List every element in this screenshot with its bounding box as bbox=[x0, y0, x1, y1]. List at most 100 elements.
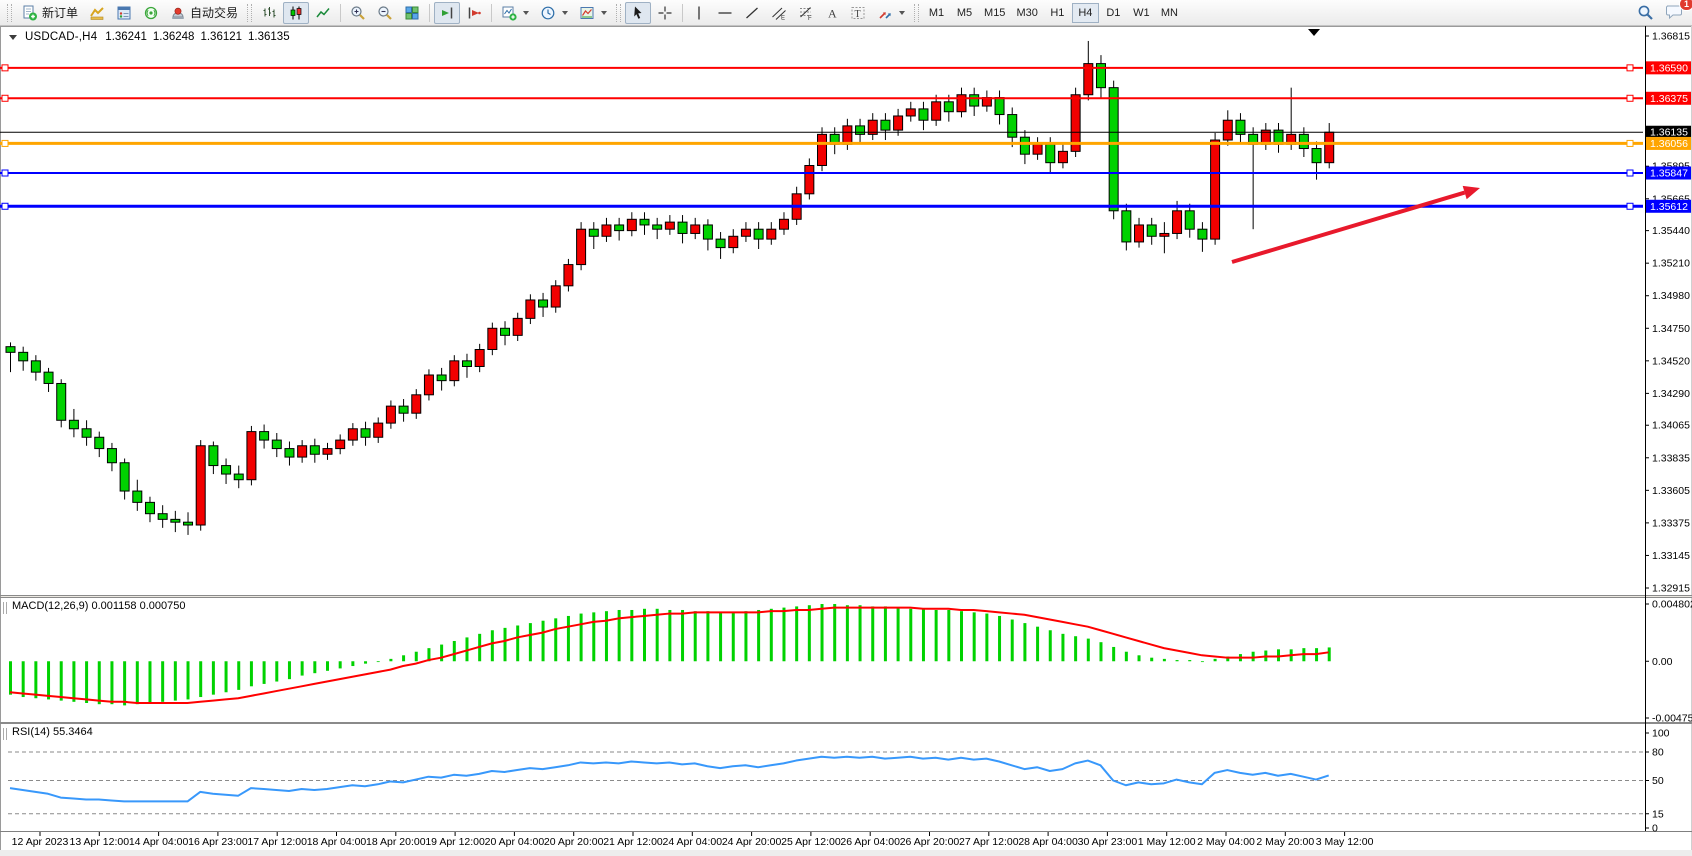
indicators-button[interactable] bbox=[496, 2, 534, 24]
channel-tool-button[interactable]: E bbox=[766, 2, 792, 24]
zoom-in-button[interactable] bbox=[345, 2, 371, 24]
candle-body bbox=[284, 448, 295, 458]
toolbar-grip[interactable] bbox=[616, 3, 622, 22]
line-anchor-marker[interactable] bbox=[1626, 94, 1634, 102]
auto-scroll-button[interactable] bbox=[434, 1, 461, 24]
candle bbox=[157, 505, 168, 528]
toolbar-grip[interactable] bbox=[914, 3, 920, 22]
bar-chart-mode-button[interactable] bbox=[256, 2, 282, 24]
macd-bar bbox=[237, 661, 241, 690]
timeframe-H4[interactable]: H4 bbox=[1071, 2, 1099, 23]
panel-separator[interactable] bbox=[1, 595, 1691, 598]
candle bbox=[778, 212, 789, 235]
candle bbox=[1007, 107, 1018, 148]
date-label: 21 Apr 12:00 bbox=[603, 836, 663, 848]
price-badge-label: 1.35612 bbox=[1650, 201, 1688, 213]
timeframe-M30[interactable]: M30 bbox=[1011, 3, 1042, 23]
search-icon bbox=[1638, 5, 1653, 20]
macd-bar bbox=[490, 630, 494, 662]
crosshair-button[interactable] bbox=[652, 2, 678, 24]
date-label: 2 May 04:00 bbox=[1197, 836, 1255, 848]
candle bbox=[170, 510, 181, 533]
search-button[interactable] bbox=[1632, 2, 1659, 24]
arrows-tool-button[interactable] bbox=[872, 2, 910, 24]
text-label-tool-button[interactable]: T bbox=[845, 2, 871, 24]
periods-button[interactable] bbox=[535, 2, 573, 24]
price-badge-label: 1.36590 bbox=[1650, 62, 1688, 74]
line-anchor-marker[interactable] bbox=[1626, 139, 1634, 147]
toolbar-grip[interactable] bbox=[7, 3, 12, 22]
timeframe-M15[interactable]: M15 bbox=[979, 3, 1010, 23]
macd-signal-line bbox=[9, 606, 1329, 704]
chart-shift-button[interactable] bbox=[461, 2, 487, 24]
data-window-button[interactable] bbox=[138, 2, 164, 24]
candle bbox=[601, 217, 612, 242]
price-tick-label: 1.36815 bbox=[1652, 31, 1690, 43]
line-anchor-marker[interactable] bbox=[1, 139, 9, 147]
timeframe-MN[interactable]: MN bbox=[1156, 3, 1183, 23]
macd-bar bbox=[287, 661, 291, 680]
line-anchor-marker[interactable] bbox=[1626, 64, 1634, 72]
candle bbox=[474, 343, 485, 373]
notifications-button[interactable]: 1 bbox=[1660, 0, 1692, 25]
candle-body bbox=[690, 224, 701, 234]
price-tick-label: 1.34520 bbox=[1652, 355, 1690, 367]
timeframe-D1[interactable]: D1 bbox=[1100, 3, 1127, 23]
macd-bar bbox=[1175, 660, 1179, 662]
macd-bar bbox=[820, 604, 824, 662]
line-anchor-marker[interactable] bbox=[1626, 202, 1634, 210]
timeframe-M5[interactable]: M5 bbox=[951, 3, 978, 23]
timeframe-W1[interactable]: W1 bbox=[1128, 3, 1155, 23]
candle-body bbox=[1134, 224, 1145, 243]
candle-body bbox=[931, 101, 942, 121]
macd-bar bbox=[465, 637, 469, 662]
candlestick-mode-button[interactable] bbox=[283, 1, 310, 24]
line-anchor-marker[interactable] bbox=[1, 64, 9, 72]
trend-arrow-annotation[interactable] bbox=[1231, 185, 1480, 264]
market-watch-button[interactable] bbox=[111, 2, 137, 24]
line-anchor-marker[interactable] bbox=[1626, 169, 1634, 177]
candle bbox=[5, 342, 16, 373]
candle bbox=[246, 425, 257, 486]
chart-title: USDCAD-,H4 1.36241 1.36248 1.36121 1.361… bbox=[9, 31, 290, 43]
macd-bar bbox=[21, 661, 25, 698]
vertical-line-tool-button[interactable] bbox=[687, 2, 711, 24]
toolbar-grip[interactable] bbox=[247, 3, 253, 22]
trendline-icon bbox=[746, 7, 758, 18]
new-order-button[interactable]: 新订单 bbox=[16, 2, 83, 24]
macd-bar bbox=[414, 651, 418, 662]
line-anchor-marker[interactable] bbox=[1, 169, 9, 177]
horizontal-line-icon bbox=[718, 11, 732, 14]
templates-icon bbox=[580, 6, 594, 19]
candle bbox=[1235, 113, 1246, 143]
profiles-button[interactable] bbox=[84, 2, 110, 24]
macd-bar bbox=[402, 655, 406, 662]
notification-badge: 1 bbox=[1678, 0, 1692, 12]
ohlc-close: 1.36135 bbox=[248, 31, 290, 43]
symbol-list-icon[interactable] bbox=[9, 34, 17, 40]
line-anchor-marker[interactable] bbox=[1, 94, 9, 102]
line-chart-mode-button[interactable] bbox=[310, 2, 336, 24]
timeframe-H1[interactable]: H1 bbox=[1044, 3, 1071, 23]
zoom-out-button[interactable] bbox=[372, 2, 398, 24]
trendline-tool-button[interactable] bbox=[739, 2, 765, 24]
tile-windows-button[interactable] bbox=[399, 2, 425, 24]
candle-body bbox=[766, 228, 777, 240]
timeframe-M1[interactable]: M1 bbox=[923, 3, 950, 23]
chart-shift-marker[interactable] bbox=[1308, 29, 1320, 36]
candle-body bbox=[423, 374, 434, 396]
fibonacci-tool-button[interactable]: F bbox=[793, 2, 819, 24]
macd-bar bbox=[1251, 651, 1255, 662]
candle bbox=[956, 87, 967, 118]
candle-body bbox=[398, 405, 409, 414]
autotrading-button[interactable]: 自动交易 bbox=[165, 2, 243, 24]
cursor-button[interactable] bbox=[625, 1, 652, 24]
macd-bar bbox=[782, 607, 786, 662]
line-anchor-marker[interactable] bbox=[1, 202, 9, 210]
templates-button[interactable] bbox=[574, 2, 612, 24]
horizontal-line-tool-button[interactable] bbox=[712, 2, 738, 24]
text-tool-button[interactable]: A bbox=[820, 2, 844, 24]
candle bbox=[766, 222, 777, 245]
chart-canvas[interactable]: 1.368151.365851.363551.361251.358951.356… bbox=[0, 26, 1692, 856]
candle-body bbox=[183, 521, 194, 526]
